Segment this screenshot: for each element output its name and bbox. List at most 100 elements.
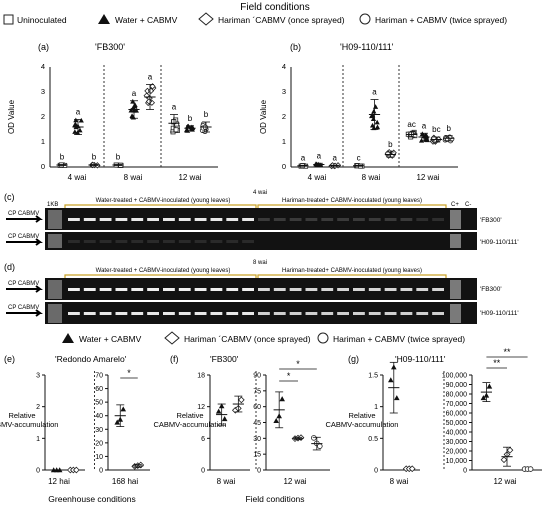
gel-band bbox=[68, 312, 80, 315]
gel-band bbox=[99, 218, 112, 221]
gel-band bbox=[353, 288, 365, 291]
x-tick-label: 12 hai bbox=[48, 477, 70, 486]
arrow-icon bbox=[6, 285, 43, 293]
positive-control-lane bbox=[450, 210, 461, 229]
control-label: C+ bbox=[451, 202, 459, 208]
gel-band bbox=[337, 312, 349, 315]
square-point bbox=[173, 127, 179, 133]
y-tick-label: 0 bbox=[41, 162, 45, 171]
triangle-point bbox=[184, 123, 191, 129]
significance-letter: a bbox=[301, 153, 306, 162]
y-tick-label: 3 bbox=[282, 87, 286, 96]
y-tick-label: 0 bbox=[257, 468, 261, 475]
x-tick-label: 4 wai bbox=[308, 173, 327, 182]
panel-a: (a) 'FB300' OD Value 0 1 2 3 4 4 wai 8 w… bbox=[7, 42, 218, 182]
gel-band bbox=[242, 240, 254, 243]
gel-band bbox=[99, 240, 112, 243]
cultivar-label: 'FB300' bbox=[480, 286, 502, 293]
gel-band bbox=[178, 288, 191, 291]
triangle-point bbox=[418, 137, 425, 143]
significance-letter: b bbox=[388, 140, 393, 149]
y-tick-label: 1 bbox=[374, 404, 378, 411]
diamond-point bbox=[506, 446, 514, 454]
bracket-label: Water-treated + CABMV-inoculated (young … bbox=[96, 268, 231, 274]
triangle-point bbox=[221, 416, 228, 422]
gel-band bbox=[163, 218, 175, 221]
y-tick-label: 0 bbox=[463, 468, 467, 475]
x-tick-label: 8 wai bbox=[390, 477, 409, 486]
axes-f: 0 6 12 18 0 15 30 45 60 75 90 bbox=[197, 371, 330, 475]
panel-label: (b) bbox=[290, 42, 301, 52]
gel-band bbox=[273, 288, 286, 291]
triangle-point bbox=[371, 108, 377, 114]
gel-band bbox=[416, 312, 429, 315]
control-label: C- bbox=[465, 202, 471, 208]
x-tick-label: 12 wai bbox=[416, 173, 439, 182]
y-tick-label: 40,000 bbox=[446, 430, 468, 437]
significance-letter: a bbox=[317, 151, 322, 160]
ladder-label: 1KB bbox=[47, 202, 58, 208]
triangle-point bbox=[114, 419, 121, 425]
triangle-point bbox=[279, 396, 285, 402]
diamond-point bbox=[237, 396, 245, 404]
significance-letter: b bbox=[446, 124, 451, 133]
ladder-lane bbox=[48, 304, 62, 323]
triangle-point bbox=[273, 417, 279, 424]
gel-band bbox=[68, 240, 80, 243]
legend-label: Water + CABMV bbox=[115, 15, 178, 25]
legend-label: Hariman ´CABMV (once sprayed) bbox=[184, 334, 311, 344]
gel-band bbox=[289, 288, 302, 291]
y-tick-label: 3 bbox=[36, 373, 40, 380]
y-tick-label: 1.5 bbox=[368, 373, 378, 380]
gel-band bbox=[258, 288, 270, 291]
legend-label: Water + CABMV bbox=[79, 334, 142, 344]
legend-label: Uninoculated bbox=[17, 15, 67, 25]
y-tick-label: 4 bbox=[41, 62, 45, 71]
gel-image bbox=[45, 232, 477, 250]
triangle-point bbox=[78, 117, 84, 123]
x-tick-label: 4 wai bbox=[68, 173, 87, 182]
diamond-point bbox=[500, 456, 508, 464]
diamond-point bbox=[408, 465, 416, 473]
gel-band bbox=[258, 312, 270, 315]
gel-band bbox=[83, 288, 96, 291]
triangle-point bbox=[374, 124, 381, 130]
gel-band bbox=[226, 288, 239, 291]
gel-band bbox=[68, 218, 80, 221]
y-tick-label: 20,000 bbox=[446, 449, 468, 456]
legend-label: Hariman ´CABMV (once sprayed) bbox=[218, 15, 345, 25]
gel-band bbox=[131, 240, 144, 243]
y-tick-label: 0 bbox=[36, 468, 40, 475]
arrow-label: CP CABMV bbox=[8, 281, 39, 287]
x-tick-label: 168 hai bbox=[112, 477, 138, 486]
y-tick-label: 60,000 bbox=[446, 411, 468, 418]
gel-band bbox=[147, 218, 159, 221]
gel-band bbox=[400, 312, 413, 315]
legend-mid: Water + CABMV Hariman ´CABMV (once spray… bbox=[62, 331, 465, 345]
gel-band bbox=[368, 288, 381, 291]
diamond-point bbox=[137, 461, 145, 469]
gel-band bbox=[337, 288, 349, 291]
plot-f: ** bbox=[215, 359, 323, 451]
significance-letter: a bbox=[333, 153, 338, 162]
y-tick-label: 90,000 bbox=[446, 382, 468, 389]
positive-control-lane bbox=[450, 280, 461, 299]
chart-title: 'FB300' bbox=[95, 42, 125, 52]
y-tick-label: 2 bbox=[36, 404, 40, 411]
y-tick-label: 1 bbox=[36, 436, 40, 443]
gel-band bbox=[115, 218, 128, 221]
gel-band bbox=[210, 288, 223, 291]
y-tick-label: 60 bbox=[95, 386, 103, 393]
gel-band bbox=[194, 288, 207, 291]
significance-letter: a bbox=[372, 88, 377, 97]
y-tick-label: 6 bbox=[201, 436, 205, 443]
y-tick-label: 0 bbox=[99, 468, 103, 475]
axes-g: 0 0.5 1 1.5 0 10,000 20,000 30,000 40,000 50,000 6… bbox=[368, 371, 542, 475]
gel-band bbox=[400, 218, 413, 221]
diamond-marker-icon bbox=[164, 331, 180, 345]
arrow-icon bbox=[6, 238, 43, 246]
gel-band bbox=[305, 218, 318, 221]
arrow-icon bbox=[6, 309, 43, 317]
